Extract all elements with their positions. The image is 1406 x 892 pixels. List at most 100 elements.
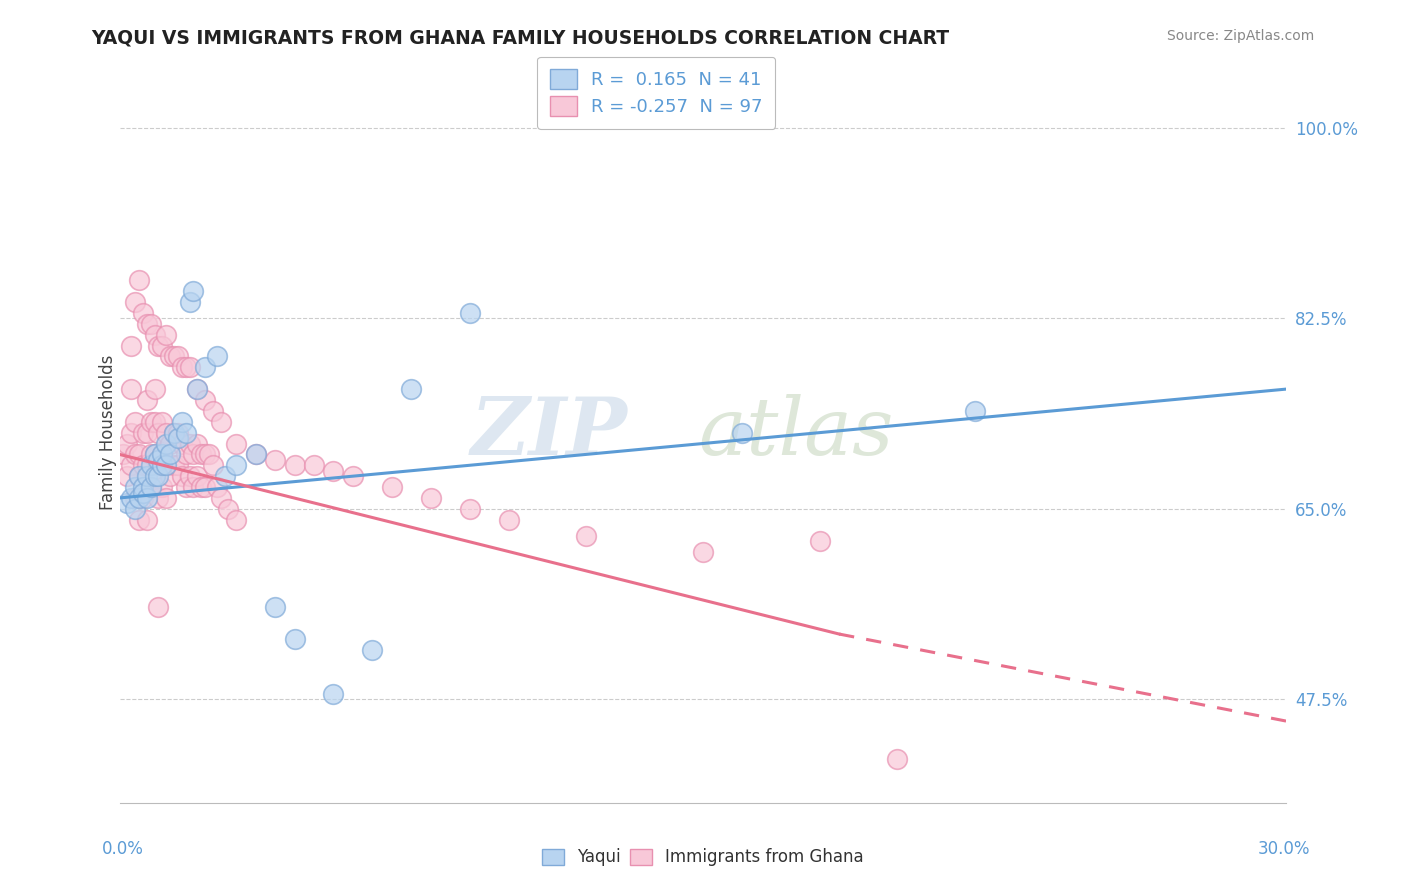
Point [132,491,155,505]
Point [155,458,177,473]
Point [174,425,197,440]
Legend: Yaqui, Immigrants from Ghana: Yaqui, Immigrants from Ghana [536,842,870,873]
Point [190,480,212,494]
Point [194,447,217,461]
Point [264,599,287,614]
Point [128,491,150,505]
Point [214,469,236,483]
Point [163,458,186,473]
Point [132,485,155,500]
Point [264,453,287,467]
Point [183,480,205,494]
Point [132,306,155,320]
Point [143,382,166,396]
Point [143,327,166,342]
Point [965,404,987,418]
Point [381,480,404,494]
Point [322,687,344,701]
Point [155,327,177,342]
Point [209,491,232,505]
Point [886,752,908,766]
Point [143,469,166,483]
Point [159,436,181,450]
Point [150,447,173,461]
Text: Source: ZipAtlas.com: Source: ZipAtlas.com [1167,29,1315,43]
Text: ZIP: ZIP [470,394,627,471]
Point [120,382,142,396]
Point [692,545,714,559]
Point [808,534,831,549]
Point [143,447,166,461]
Point [179,295,201,310]
Point [143,415,166,429]
Point [731,425,754,440]
Point [170,436,193,450]
Text: 0.0%: 0.0% [101,840,143,858]
Point [120,425,142,440]
Point [498,513,520,527]
Point [179,360,201,375]
Point [124,295,146,310]
Point [120,491,142,505]
Point [163,425,186,440]
Point [166,350,188,364]
Point [148,453,170,467]
Point [128,491,150,505]
Point [170,469,193,483]
Text: YAQUI VS IMMIGRANTS FROM GHANA FAMILY HOUSEHOLDS CORRELATION CHART: YAQUI VS IMMIGRANTS FROM GHANA FAMILY HO… [91,29,949,47]
Point [155,425,177,440]
Point [124,415,146,429]
Point [166,458,188,473]
Point [186,382,208,396]
Point [194,360,217,375]
Point [205,350,228,364]
Point [179,436,201,450]
Point [148,599,170,614]
Point [132,480,155,494]
Point [342,469,364,483]
Point [194,392,217,407]
Point [150,415,173,429]
Point [143,447,166,461]
Point [174,360,197,375]
Point [159,447,181,461]
Point [124,491,146,505]
Point [575,529,598,543]
Point [458,306,481,320]
Point [194,480,217,494]
Point [245,447,267,461]
Point [139,458,162,473]
Point [163,425,186,440]
Point [245,447,267,461]
Point [124,447,146,461]
Point [225,513,247,527]
Point [132,425,155,440]
Point [201,458,224,473]
Point [132,458,155,473]
Point [179,469,201,483]
Point [186,469,208,483]
Point [170,415,193,429]
Point [124,501,146,516]
Point [166,431,188,445]
Point [419,491,441,505]
Point [120,458,142,473]
Point [150,447,173,461]
Point [124,480,146,494]
Point [135,513,157,527]
Point [174,480,197,494]
Point [135,317,157,331]
Point [139,415,162,429]
Point [284,632,307,647]
Point [170,360,193,375]
Point [166,425,188,440]
Point [128,513,150,527]
Point [401,382,423,396]
Point [322,464,344,478]
Point [150,458,173,473]
Point [159,469,181,483]
Point [120,338,142,352]
Point [198,447,221,461]
Point [135,491,157,505]
Point [139,317,162,331]
